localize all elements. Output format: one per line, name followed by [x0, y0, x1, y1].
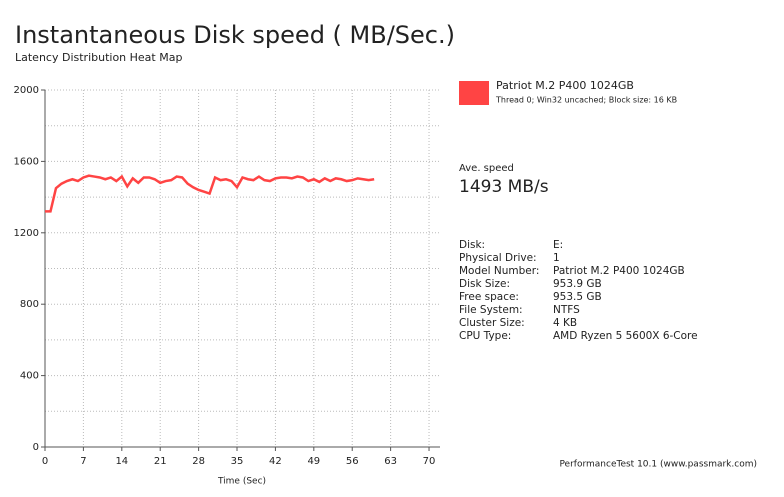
detail-label: Disk:: [459, 239, 485, 251]
detail-label: Model Number:: [459, 265, 539, 277]
x-tick-label: 7: [80, 456, 86, 467]
x-tick-label: 56: [346, 456, 359, 467]
x-tick-label: 35: [231, 456, 244, 467]
detail-value: 4 KB: [553, 317, 577, 329]
x-tick-label: 21: [154, 456, 167, 467]
detail-label: Cluster Size:: [459, 317, 525, 329]
average-value: 1493 MB/s: [459, 177, 549, 197]
detail-value: E:: [553, 239, 563, 251]
x-tick-label: 14: [115, 456, 128, 467]
y-tick-label: 400: [20, 371, 39, 382]
detail-label: Physical Drive:: [459, 252, 537, 264]
x-tick-label: 70: [423, 456, 436, 467]
x-tick-label: 0: [42, 456, 48, 467]
legend-label: Patriot M.2 P400 1024GB: [496, 79, 634, 92]
detail-value: 1: [553, 252, 560, 264]
x-tick-label: 42: [269, 456, 282, 467]
detail-value: 953.5 GB: [553, 291, 602, 303]
x-tick-label: 28: [192, 456, 205, 467]
x-tick-label: 49: [307, 456, 320, 467]
chart-title: Instantaneous Disk speed ( MB/Sec.): [15, 21, 455, 49]
detail-label: File System:: [459, 304, 523, 316]
detail-label: Disk Size:: [459, 278, 510, 290]
footer: PerformanceTest 10.1 (www.passmark.com): [559, 460, 757, 470]
detail-label: CPU Type:: [459, 330, 511, 342]
legend-description: Thread 0; Win32 uncached; Block size: 16…: [495, 96, 677, 105]
detail-value: Patriot M.2 P400 1024GB: [553, 265, 685, 277]
x-axis-label: Time (Sec): [217, 477, 266, 487]
legend-swatch: [459, 81, 489, 105]
y-tick-label: 2000: [14, 85, 39, 96]
chart-subtitle: Latency Distribution Heat Map: [15, 51, 182, 64]
x-tick-label: 63: [384, 456, 397, 467]
detail-label: Free space:: [459, 291, 519, 303]
detail-value: 953.9 GB: [553, 278, 602, 290]
y-tick-label: 1200: [14, 228, 39, 239]
data-line: [45, 174, 375, 213]
detail-value: AMD Ryzen 5 5600X 6-Core: [553, 330, 698, 342]
detail-value: NTFS: [553, 304, 580, 316]
y-tick-label: 1600: [14, 156, 39, 167]
average-label: Ave. speed: [459, 163, 514, 174]
y-tick-label: 0: [33, 442, 39, 453]
y-tick-label: 800: [20, 299, 39, 310]
